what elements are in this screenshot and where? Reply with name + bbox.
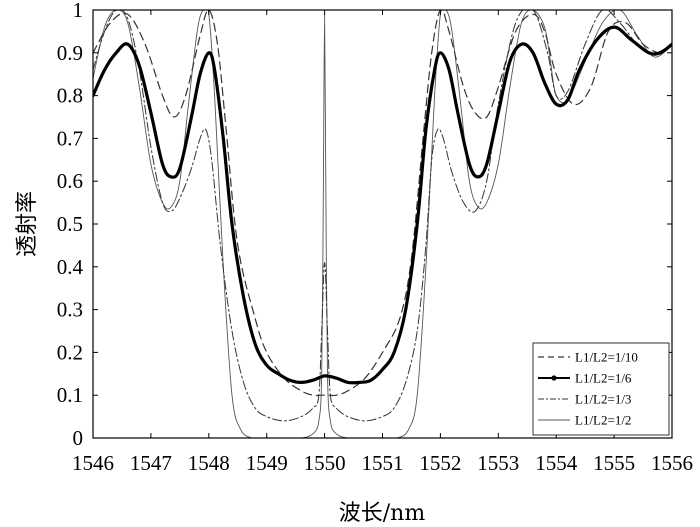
x-tick-label: 1549 (246, 451, 288, 475)
y-tick-label: 0.8 (57, 84, 83, 108)
legend-label-3: L1/L2=1/3 (575, 392, 631, 407)
legend: L1/L2=1/10 L1/L2=1/6 L1/L2=1/3 L1/L2=1/2 (532, 342, 670, 436)
legend-label-4: L1/L2=1/2 (575, 413, 631, 428)
x-axis-title: 波长/nm (339, 501, 426, 526)
x-tick-label: 1546 (72, 451, 114, 475)
x-tick-label: 1547 (130, 451, 172, 475)
y-tick-label: 1 (73, 0, 84, 22)
y-tick-label: 0.1 (57, 383, 83, 407)
x-tick-label: 1548 (188, 451, 230, 475)
y-tick-label: 0.6 (57, 169, 83, 193)
y-tick-label: 0.2 (57, 340, 83, 364)
x-tick-label: 1552 (419, 451, 461, 475)
y-tick-label: 0 (73, 426, 84, 450)
series-layer (93, 10, 672, 438)
tick-labels: 1546 1547 1548 1549 1550 1551 1552 1553 1554 1555… (57, 0, 693, 475)
x-tick-label: 1554 (535, 451, 578, 475)
x-tick-label: 1551 (362, 451, 404, 475)
y-tick-label: 0.4 (57, 255, 84, 279)
y-tick-label: 0.3 (57, 298, 83, 322)
legend-marker (551, 375, 557, 381)
x-tick-label: 1550 (304, 451, 346, 475)
y-tick-label: 0.5 (57, 212, 83, 236)
y-axis-title: 透射率 (15, 191, 40, 257)
y-tick-label: 0.7 (57, 126, 83, 150)
x-tick-label: 1553 (477, 451, 519, 475)
x-tick-label: 1555 (593, 451, 635, 475)
legend-label-1: L1/L2=1/10 (575, 350, 638, 365)
x-tick-label: 1556 (651, 451, 693, 475)
series-line-2 (93, 25, 672, 385)
ticks-layer (92, 9, 673, 439)
y-tick-label: 0.9 (57, 41, 83, 65)
legend-label-2: L1/L2=1/6 (575, 371, 632, 386)
series-line-1 (93, 10, 672, 397)
series-line-4 (93, 10, 672, 438)
